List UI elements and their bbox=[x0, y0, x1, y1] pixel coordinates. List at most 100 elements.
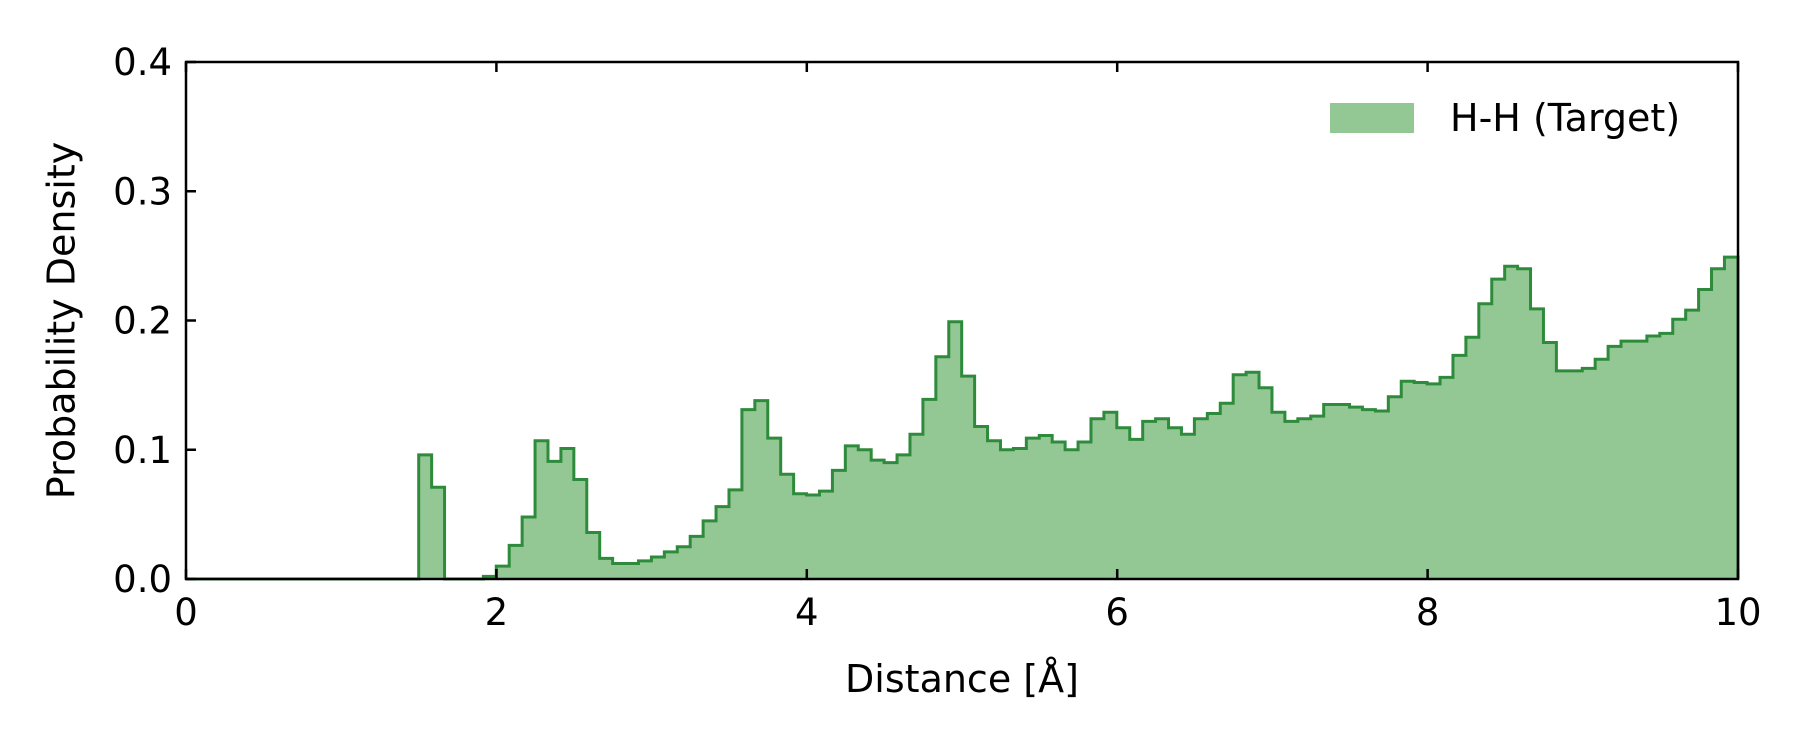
y-tick-label: 0.2 bbox=[113, 300, 172, 343]
histogram-bar bbox=[1026, 438, 1040, 579]
histogram-bar bbox=[1517, 268, 1532, 579]
histogram-bar bbox=[638, 560, 653, 579]
histogram-bar bbox=[1116, 427, 1131, 579]
y-tick-label: 0.0 bbox=[113, 558, 172, 601]
axis-ticks: 0 2 4 6 8 10 0.0 0.1 0.2 0.3 0.4 bbox=[113, 41, 1761, 634]
histogram-bar bbox=[1259, 387, 1273, 579]
histogram-bar bbox=[1207, 413, 1221, 579]
histogram-bar bbox=[1621, 341, 1635, 579]
histogram-bar bbox=[780, 474, 795, 579]
x-axis-label: Distance [Å] bbox=[845, 657, 1079, 701]
histogram-bar bbox=[1065, 449, 1079, 579]
histogram-bar bbox=[754, 400, 769, 579]
histogram-bar bbox=[1556, 370, 1570, 579]
histogram-bar bbox=[1530, 308, 1545, 579]
histogram-bar bbox=[728, 489, 743, 579]
histogram-bar bbox=[832, 470, 846, 579]
histogram-bar bbox=[1452, 355, 1467, 579]
histogram-bar bbox=[1336, 404, 1351, 579]
histogram-bar bbox=[1595, 359, 1609, 579]
histogram-bar bbox=[1659, 333, 1674, 579]
histogram-bar bbox=[1465, 337, 1480, 579]
histogram-bar bbox=[586, 532, 601, 579]
histogram-bar bbox=[948, 321, 963, 579]
histogram-bar bbox=[1478, 303, 1493, 579]
histogram-bar bbox=[1569, 370, 1583, 579]
histogram-bar bbox=[806, 494, 821, 579]
histogram-bar bbox=[1698, 289, 1713, 579]
histogram-bar bbox=[961, 376, 976, 579]
histogram-bar bbox=[909, 434, 924, 579]
x-tick-label: 0 bbox=[174, 591, 198, 634]
histogram-bar bbox=[677, 546, 691, 579]
histogram-bar bbox=[1375, 410, 1389, 579]
histogram-bar bbox=[1297, 418, 1312, 579]
legend-swatch-h-h-target bbox=[1330, 103, 1414, 133]
histogram-bar bbox=[897, 454, 911, 579]
legend-label-h-h-target: H-H (Target) bbox=[1450, 96, 1680, 140]
histogram-bar bbox=[1401, 381, 1415, 579]
x-tick-label: 10 bbox=[1714, 591, 1761, 634]
plot-area bbox=[186, 255, 1740, 581]
histogram-bar bbox=[547, 461, 562, 579]
histogram-bar bbox=[1440, 377, 1454, 579]
histogram-bar bbox=[1233, 374, 1247, 579]
histogram-bar bbox=[1388, 396, 1402, 579]
histogram-bar bbox=[1543, 342, 1557, 579]
histogram-bar bbox=[845, 445, 859, 579]
histogram-bar bbox=[522, 516, 536, 579]
histogram-bar bbox=[1711, 268, 1726, 579]
histogram-bar bbox=[871, 460, 885, 579]
x-tick-label: 6 bbox=[1105, 591, 1129, 634]
y-tick-label: 0.4 bbox=[113, 41, 172, 84]
histogram-bar bbox=[1349, 407, 1364, 579]
x-tick-label: 2 bbox=[485, 591, 509, 634]
histogram-bar bbox=[1582, 368, 1596, 579]
histogram-bar bbox=[1052, 441, 1066, 579]
histogram-bar bbox=[1220, 403, 1234, 579]
histogram-bar bbox=[1181, 434, 1195, 579]
histogram-bar bbox=[1039, 435, 1053, 579]
histogram-bar bbox=[651, 557, 665, 579]
histogram-bar bbox=[664, 551, 678, 579]
histogram-bar bbox=[509, 545, 523, 579]
histogram-bar bbox=[573, 479, 588, 579]
histogram-bar bbox=[1155, 418, 1170, 579]
histogram-bar bbox=[884, 462, 898, 579]
histogram-bar bbox=[1362, 409, 1376, 579]
histogram-bar bbox=[1310, 416, 1325, 579]
histogram-bar bbox=[1685, 310, 1700, 579]
histogram-bar bbox=[1672, 319, 1687, 579]
histogram-bar bbox=[1194, 418, 1208, 579]
histogram-bar bbox=[431, 487, 446, 579]
histogram-bar bbox=[703, 520, 717, 579]
histogram-bar bbox=[793, 493, 808, 579]
histogram-bar bbox=[1427, 383, 1441, 579]
histogram-bar bbox=[496, 566, 510, 579]
histogram-bar bbox=[935, 356, 950, 579]
histogram-bar bbox=[767, 438, 782, 579]
histogram-bar bbox=[1078, 441, 1092, 579]
x-tick-label: 4 bbox=[795, 591, 819, 634]
histogram-bar bbox=[1103, 412, 1118, 579]
histogram-bar bbox=[1323, 404, 1338, 579]
histogram-bar bbox=[1013, 448, 1027, 579]
histogram-bar bbox=[599, 558, 614, 579]
histogram-bar bbox=[858, 449, 872, 579]
histogram-bar bbox=[418, 454, 433, 579]
y-axis-label: Probability Density bbox=[40, 142, 84, 499]
histogram-bar bbox=[1504, 266, 1519, 579]
histogram-bar bbox=[1724, 257, 1738, 579]
y-tick-label: 0.1 bbox=[113, 429, 172, 472]
histogram-bar bbox=[612, 563, 627, 579]
histogram-bar bbox=[1646, 336, 1661, 579]
histogram-bar bbox=[1271, 412, 1286, 579]
histogram-bar bbox=[987, 440, 1002, 579]
histogram-bar bbox=[1142, 421, 1157, 579]
histogram-bar bbox=[1000, 449, 1015, 579]
x-tick-label: 8 bbox=[1416, 591, 1440, 634]
histogram-bar bbox=[716, 506, 730, 579]
histogram-bar bbox=[1246, 372, 1260, 579]
histogram-bar bbox=[1491, 279, 1506, 579]
